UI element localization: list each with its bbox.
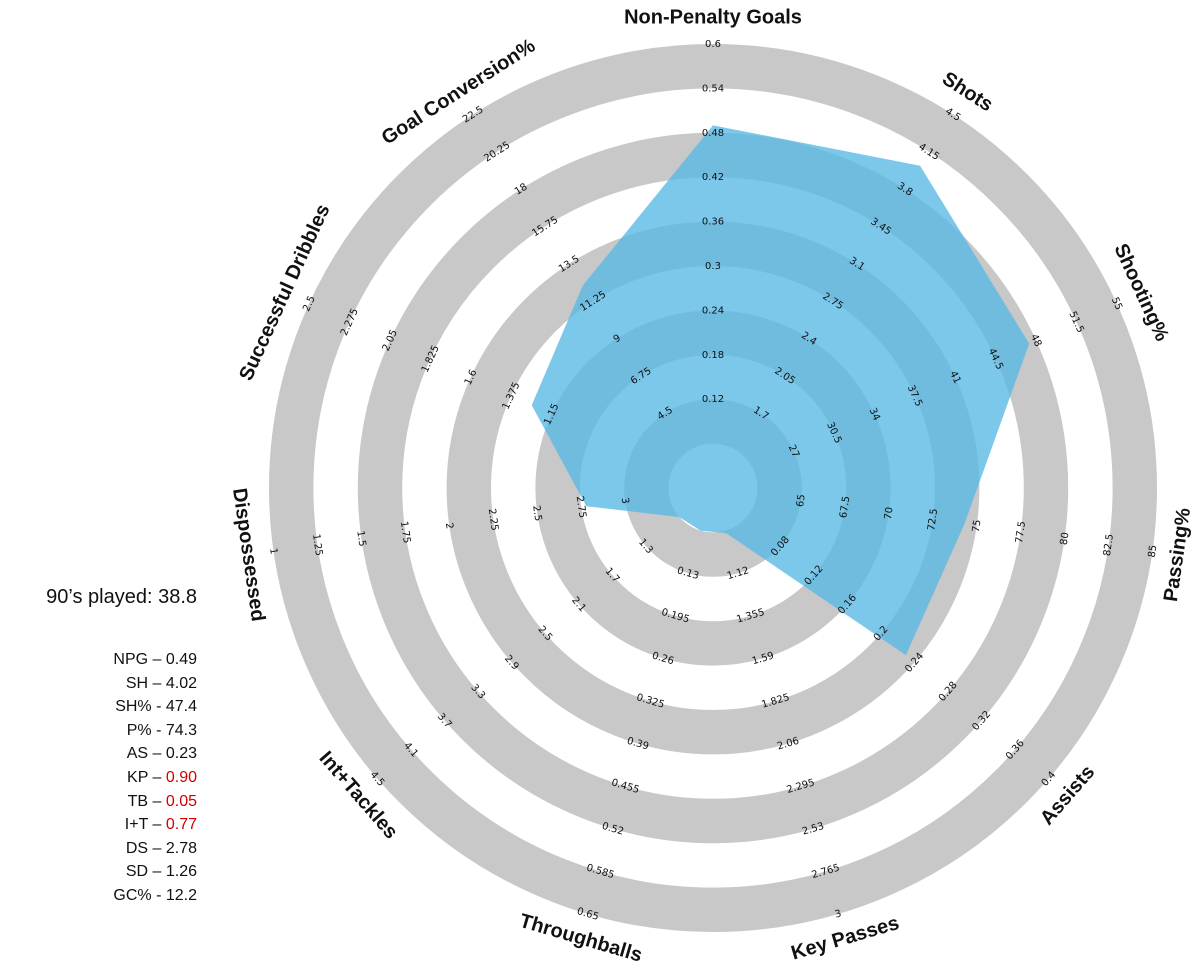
tick-label: 82.5 [1102, 533, 1116, 557]
radar-area-layer [531, 125, 1030, 656]
tick-label: 85 [1147, 544, 1160, 558]
tick-label: 41 [947, 369, 962, 385]
tick-label: 48 [1028, 333, 1043, 349]
stat-value: 1.26 [165, 863, 197, 881]
stat-abbr: DS – [125, 839, 166, 857]
tick-label: 0.54 [702, 83, 724, 94]
tick-label: 27 [786, 443, 801, 459]
stats-list: NPG – 0.49 SH – 4.02 SH% - 47.4 P% - 74.3 AS… [113, 648, 197, 908]
tick-label: 55 [1109, 296, 1124, 312]
stat-abbr: TB – [127, 792, 166, 810]
tick-label: 0.36 [702, 217, 724, 228]
stat-abbr: I+T – [124, 816, 166, 834]
tick-label: 72.5 [926, 508, 940, 532]
stat-line: SD – 1.26 [113, 860, 197, 884]
tick-label: 3 [834, 908, 843, 920]
tick-label: 0.12 [702, 394, 724, 405]
stat-line: SH – 4.02 [113, 672, 197, 696]
tick-label: 80 [1059, 532, 1072, 546]
axis-label: Non-Penalty Goals [624, 6, 802, 28]
played-label: 90’s played: 38.8 [46, 586, 197, 608]
axis-label: Passing% [1160, 506, 1195, 603]
tick-label: 77.5 [1014, 520, 1028, 544]
stat-abbr: SH – [125, 674, 166, 692]
tick-label: 67.5 [838, 495, 852, 519]
tick-label: 0.24 [702, 305, 724, 316]
stat-value: 47.4 [165, 698, 197, 716]
stat-value: 2.78 [165, 839, 197, 857]
stat-abbr: GC% - [113, 886, 166, 904]
tick-label: 70 [883, 506, 896, 520]
stat-line: KP – 0.90 [113, 766, 197, 790]
radar-area [531, 125, 1030, 656]
stat-value: 0.49 [165, 651, 197, 668]
tick-label: 0.18 [702, 350, 724, 361]
stat-value: 0.05 [165, 792, 197, 810]
axis-label: Dispossessed [228, 487, 269, 623]
stat-line: AS – 0.23 [113, 742, 197, 766]
stat-abbr: NPG – [113, 651, 166, 668]
ring-band-5 [269, 44, 1157, 932]
tick-label: 0.48 [702, 128, 724, 139]
stat-value: 0.23 [165, 745, 197, 763]
stat-value: 4.02 [165, 674, 197, 692]
tick-label: 2.75 [574, 495, 588, 519]
stat-line: GC% - 12.2 [113, 884, 197, 908]
stat-abbr: AS – [126, 745, 166, 763]
tick-label: 1.75 [398, 520, 412, 544]
tick-label: 75 [971, 519, 984, 533]
tick-label: 1 [267, 547, 279, 555]
stat-abbr: KP – [127, 768, 166, 786]
tick-label: 65 [795, 494, 808, 508]
stat-line: SH% - 47.4 [113, 695, 197, 719]
stat-line: DS – 2.78 [113, 837, 197, 861]
tick-label: 2.25 [486, 508, 500, 532]
stat-line: I+T – 0.77 [113, 813, 197, 837]
stat-value: 0.77 [165, 816, 197, 834]
tick-label: 1.25 [310, 533, 324, 557]
stat-value: 74.3 [165, 721, 197, 739]
tick-label: 0.6 [705, 39, 721, 50]
stat-abbr: SH% - [115, 698, 166, 716]
stat-line: P% - 74.3 [113, 719, 197, 743]
tick-label: 3 [619, 497, 631, 505]
tick-label: 0.42 [702, 172, 724, 183]
tick-label: 0.3 [705, 261, 721, 272]
tick-label: 1.5 [354, 530, 367, 547]
stat-value: 12.2 [165, 886, 197, 904]
stat-value: 0.90 [165, 768, 197, 786]
tick-label: 9 [612, 333, 623, 346]
tick-label: 34 [866, 406, 881, 422]
tick-label: 2.5 [530, 505, 543, 522]
tick-label: 2 [443, 522, 455, 530]
stat-abbr: P% - [126, 721, 166, 739]
stat-abbr: SD – [125, 863, 166, 881]
stat-line: TB – 0.05 [113, 790, 197, 814]
stat-line: NPG – 0.49 [113, 648, 197, 672]
